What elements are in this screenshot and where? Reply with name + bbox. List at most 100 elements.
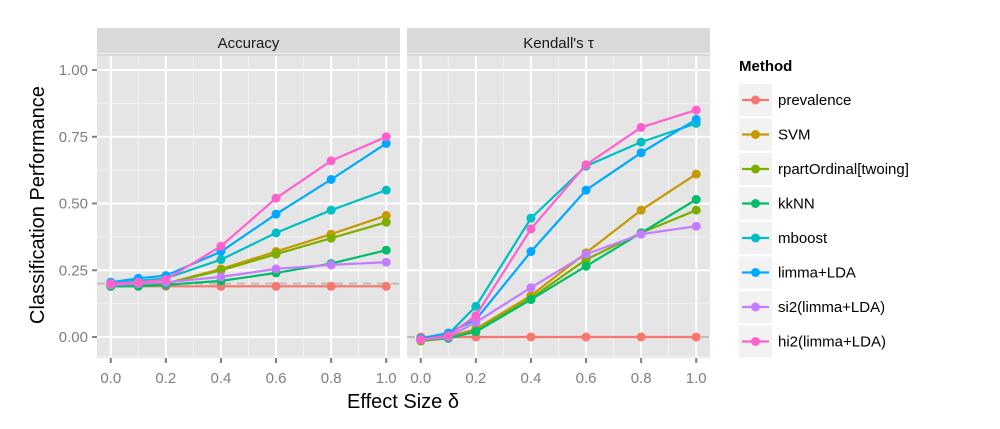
legend-item: SVM xyxy=(739,118,811,151)
x-tick-label: 1.0 xyxy=(686,370,707,387)
legend-key-point xyxy=(751,302,760,312)
panel-1: Kendall's τ 0.0 0.2 0.4 0.6 0.8 1.0 xyxy=(407,28,710,387)
data-point xyxy=(106,279,116,289)
data-point xyxy=(636,332,646,342)
data-point xyxy=(526,247,536,257)
legend-label: rpartOrdinal[twoing] xyxy=(778,161,909,178)
data-point xyxy=(416,335,426,345)
data-point xyxy=(381,185,391,195)
panel-title: Kendall's τ xyxy=(523,35,594,52)
data-point xyxy=(526,295,536,305)
data-point xyxy=(526,332,536,342)
panel-strip xyxy=(407,28,710,56)
data-point xyxy=(691,221,701,231)
legend-item: rpartOrdinal[twoing] xyxy=(739,153,909,185)
data-point xyxy=(381,257,391,267)
legend-item: mboost xyxy=(739,222,828,254)
legend-key-point xyxy=(751,130,760,139)
legend-key-point xyxy=(751,199,760,208)
data-point xyxy=(526,224,536,234)
data-point xyxy=(636,137,646,147)
x-tick-label: 0.0 xyxy=(410,370,431,387)
x-tick-label: 0.6 xyxy=(576,370,597,387)
x-tick-label: 0.2 xyxy=(465,370,486,387)
panel-0: Accuracy 0.0 0.2 0.4 0.6 0.8 1.0 0.00 0.25 0.50 0.… xyxy=(59,28,400,387)
legend-item: prevalence xyxy=(739,84,851,116)
x-tick-label: 0.6 xyxy=(266,370,287,387)
legend: Method prevalence SVM rpartOrdinal[twoing]… xyxy=(739,58,909,358)
data-point xyxy=(271,209,281,219)
legend-key-point xyxy=(751,164,760,174)
legend-key-point xyxy=(751,268,760,277)
x-tick-label: 0.0 xyxy=(100,370,121,387)
data-point xyxy=(216,265,226,275)
data-point xyxy=(381,245,391,255)
data-point xyxy=(271,264,281,274)
data-point xyxy=(216,241,226,251)
data-point xyxy=(471,327,481,337)
y-tick-label: 1.00 xyxy=(59,62,88,79)
x-tick-label: 0.2 xyxy=(155,370,176,387)
data-point xyxy=(326,174,336,184)
legend-item: si2(limma+LDA) xyxy=(739,291,885,323)
x-tick-label: 0.8 xyxy=(631,370,652,387)
legend-label: limma+LDA xyxy=(778,265,856,282)
data-point xyxy=(271,228,281,238)
y-axis-title: Classification Performance xyxy=(27,86,49,324)
data-point xyxy=(381,132,391,142)
panel-title: Accuracy xyxy=(218,35,280,52)
data-point xyxy=(326,281,336,291)
data-point xyxy=(381,138,391,148)
x-axis-title: Effect Size δ xyxy=(347,391,459,413)
data-point xyxy=(133,277,143,287)
data-point xyxy=(636,205,646,215)
y-tick-label: 0.75 xyxy=(59,129,88,146)
y-tick-label: 0.00 xyxy=(59,329,88,346)
data-point xyxy=(443,331,453,341)
data-point xyxy=(326,233,336,243)
data-point xyxy=(691,114,701,124)
data-point xyxy=(271,193,281,203)
data-point xyxy=(326,156,336,166)
legend-label: kkNN xyxy=(778,196,815,213)
x-tick-label: 0.4 xyxy=(521,370,542,387)
legend-label: hi2(limma+LDA) xyxy=(778,334,886,351)
series-hi2-limma-lda- xyxy=(106,132,391,289)
data-point xyxy=(381,281,391,291)
data-point xyxy=(161,275,171,285)
legend-key-point xyxy=(751,95,760,105)
data-point xyxy=(691,169,701,179)
legend-key-point xyxy=(751,337,760,346)
data-point xyxy=(526,213,536,223)
data-point xyxy=(526,283,536,293)
legend-item: hi2(limma+LDA) xyxy=(739,325,886,358)
y-tick-label: 0.25 xyxy=(59,262,88,279)
panel-strip xyxy=(97,28,400,56)
data-point xyxy=(216,272,226,282)
data-point xyxy=(636,122,646,132)
data-point xyxy=(581,261,591,271)
data-point xyxy=(636,229,646,239)
data-point xyxy=(471,311,481,321)
legend-label: prevalence xyxy=(778,92,851,109)
data-point xyxy=(326,205,336,215)
data-point xyxy=(691,194,701,204)
data-point xyxy=(471,301,481,311)
x-tick-label: 1.0 xyxy=(376,370,397,387)
data-point xyxy=(691,105,701,115)
data-point xyxy=(471,317,481,327)
y-tick-label: 0.50 xyxy=(59,196,88,213)
data-point xyxy=(691,205,701,215)
x-tick-label: 0.8 xyxy=(321,370,342,387)
data-point xyxy=(581,332,591,342)
data-point xyxy=(691,332,701,342)
data-point xyxy=(271,249,281,259)
x-tick-label: 0.4 xyxy=(211,370,232,387)
data-point xyxy=(581,185,591,195)
legend-title: Method xyxy=(739,58,792,75)
legend-label: si2(limma+LDA) xyxy=(778,299,885,316)
data-point xyxy=(581,249,591,259)
data-point xyxy=(326,260,336,270)
data-point xyxy=(381,211,391,221)
